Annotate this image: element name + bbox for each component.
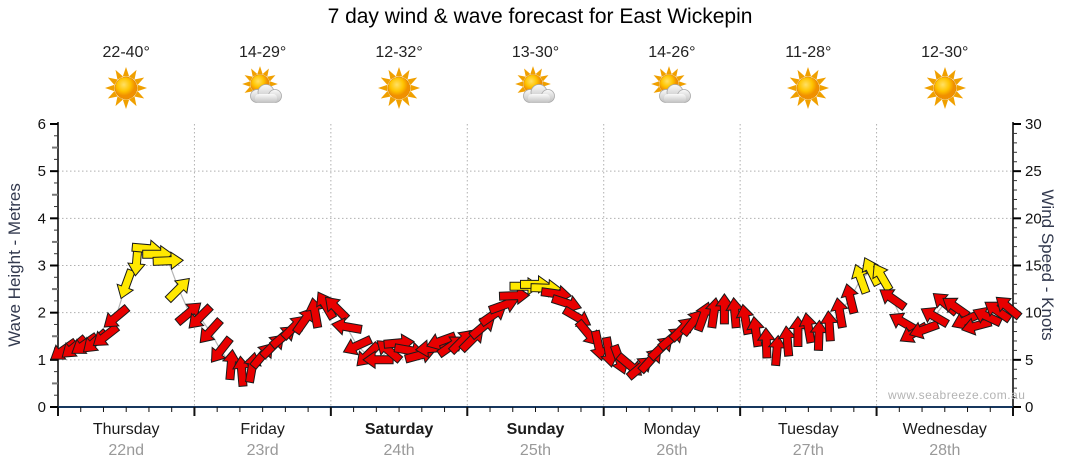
wind-arrow	[984, 301, 1013, 324]
wind-arrow	[879, 289, 908, 312]
day-name-label: Monday	[643, 421, 701, 438]
day-name-label: Sunday	[506, 421, 565, 438]
day-name-label: Thursday	[92, 421, 160, 438]
temperature-range-label: 12-30°	[921, 44, 969, 61]
page-title: 7 day wind & wave forecast for East Wick…	[327, 5, 753, 28]
wind-arrow	[830, 297, 849, 329]
wind-arrow	[725, 296, 745, 329]
left-axis-tick-label: 5	[38, 163, 46, 180]
wind-arrow	[872, 263, 894, 293]
axes: 0 1 2 3 4 5 6 0 5 10 15 20 25 30	[38, 116, 1042, 416]
wind-arrow	[164, 277, 190, 304]
wind-arrow	[889, 312, 919, 334]
wind-arrow	[767, 334, 787, 367]
right-axis-tick-label: 10	[1025, 305, 1042, 322]
wind-arrow	[714, 293, 734, 325]
wind-arrow	[851, 263, 871, 295]
wind-arrow	[116, 268, 136, 300]
right-axis-tick-label: 30	[1025, 116, 1042, 133]
temperature-range-label: 13-30°	[511, 44, 560, 61]
day-date-label: 28th	[929, 442, 961, 459]
wind-arrows	[50, 239, 1023, 388]
temperature-range-label: 14-29°	[238, 44, 287, 61]
wind-arrow	[324, 296, 351, 323]
day-name-label: Wednesday	[902, 421, 987, 438]
left-axis-tick-label: 0	[38, 399, 46, 416]
partly-cloudy-icon	[648, 64, 696, 112]
day-date-label: 26th	[656, 442, 688, 459]
right-axis-title: Wind Speed - Knots	[1038, 189, 1057, 341]
right-axis-tick-label: 25	[1025, 163, 1042, 180]
day-date-label: 24th	[383, 442, 415, 459]
temperature-range-label: 12-32°	[375, 44, 423, 61]
left-axis-tick-label: 2	[38, 305, 46, 322]
left-axis-title: Wave Height - Metres	[5, 183, 24, 347]
right-axis-tick-label: 15	[1025, 258, 1042, 275]
wind-arrow	[221, 348, 241, 381]
day-date-label: 22nd	[108, 442, 144, 459]
temperature-range-label: 22-40°	[102, 44, 150, 61]
day-date-label: 27th	[792, 442, 824, 459]
wind-arrow	[995, 296, 1023, 321]
left-axis-tick-label: 1	[38, 352, 46, 369]
wind-arrow	[210, 335, 234, 363]
right-axis-tick-label: 5	[1025, 352, 1033, 369]
right-axis-tick-label: 20	[1025, 210, 1042, 227]
wind-arrow	[188, 303, 214, 329]
left-axis-tick-label: 4	[38, 210, 46, 227]
watermark: www.seabreeze.com.au	[888, 388, 1026, 402]
wind-arrow	[908, 320, 940, 340]
wind-arrow	[174, 302, 202, 327]
temperature-range-label: 14-26°	[648, 44, 696, 61]
wind-arrow	[809, 319, 829, 351]
wind-arrow	[330, 317, 363, 336]
wind-arrow	[498, 286, 531, 306]
left-axis-tick-label: 6	[38, 116, 46, 133]
wind-arrow	[819, 310, 839, 342]
day-date-label: 23rd	[246, 442, 279, 459]
temperature-range-label: 11-28°	[785, 44, 832, 61]
wind-arrow	[550, 294, 583, 313]
right-axis-tick-label: 0	[1025, 399, 1033, 416]
wind-arrow	[777, 325, 797, 357]
wind-arrow	[152, 251, 185, 271]
sunny-icon	[375, 64, 423, 112]
day-name-label: Tuesday	[777, 421, 839, 438]
wind-arrow	[342, 335, 374, 356]
day-date-label: 25th	[519, 442, 552, 459]
left-axis-tick-label: 3	[38, 258, 46, 275]
wind-arrow	[840, 283, 859, 315]
wind-arrow	[103, 303, 131, 328]
day-name-label: Saturday	[364, 421, 434, 438]
partly-cloudy-icon	[239, 64, 287, 112]
wind-arrow	[972, 306, 1003, 328]
sunny-icon	[921, 64, 969, 112]
sunny-icon	[784, 64, 832, 112]
wind-arrow	[920, 306, 950, 329]
wind-arrow	[199, 316, 224, 344]
sunny-icon	[102, 64, 150, 112]
partly-cloudy-icon	[512, 64, 560, 112]
day-name-label: Friday	[240, 421, 285, 438]
wind-arrow	[942, 297, 971, 320]
wind-arrow	[756, 327, 776, 359]
